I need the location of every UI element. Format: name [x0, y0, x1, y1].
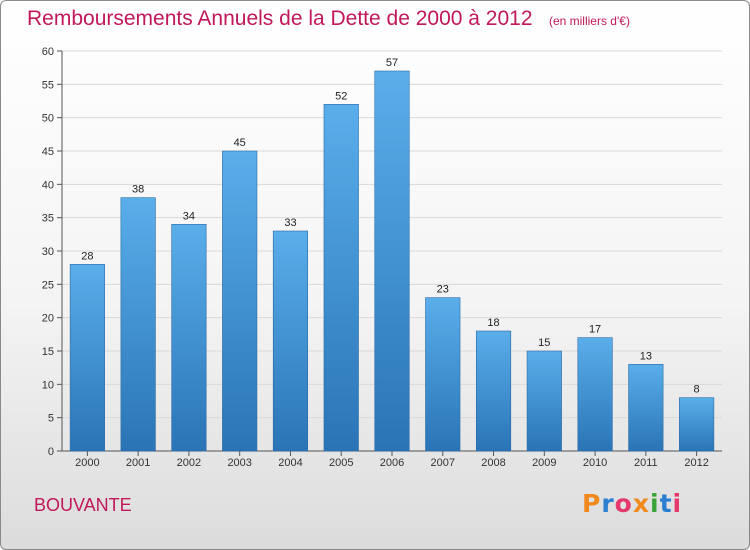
x-tick-label: 2010 — [583, 457, 607, 469]
y-tick-label: 35 — [42, 213, 54, 225]
chart-title: Remboursements Annuels de la Dette de 20… — [27, 7, 630, 31]
data-label: 17 — [589, 324, 601, 336]
data-label: 45 — [234, 137, 246, 149]
bar — [222, 150, 258, 452]
logo-letter: t — [659, 489, 673, 518]
logo-letter: P — [582, 489, 602, 518]
logo-letter: i — [650, 489, 660, 518]
bar — [425, 297, 461, 452]
y-tick-label: 20 — [42, 313, 54, 325]
logo-letter: i — [672, 489, 683, 518]
data-label: 57 — [386, 57, 398, 69]
bar — [526, 350, 562, 452]
bar — [272, 230, 309, 452]
logo-letter: r — [601, 489, 615, 518]
data-label: 8 — [694, 384, 700, 396]
y-tick-label: 60 — [42, 46, 54, 58]
x-tick-label: 2005 — [329, 457, 353, 469]
bar — [120, 197, 156, 452]
x-tick-label: 2006 — [380, 457, 404, 469]
logo-letter: o — [614, 489, 633, 518]
x-tick-label: 2007 — [431, 457, 455, 469]
y-tick-label: 45 — [42, 146, 54, 158]
bar — [475, 330, 512, 452]
x-tick-label: 2012 — [684, 457, 708, 469]
y-tick-label: 40 — [42, 179, 54, 191]
y-tick-label: 0 — [48, 446, 54, 458]
y-tick-label: 5 — [48, 413, 54, 425]
x-tick-label: 2008 — [481, 457, 505, 469]
bar — [69, 264, 105, 452]
x-tick-label: 2000 — [75, 457, 99, 469]
bar — [628, 364, 664, 452]
x-tick-label: 2003 — [227, 457, 251, 469]
x-tick-label: 2009 — [532, 457, 556, 469]
data-label: 34 — [183, 210, 195, 222]
y-tick-label: 15 — [42, 346, 54, 358]
bar — [679, 397, 715, 452]
data-label: 38 — [132, 184, 144, 196]
data-label: 23 — [437, 284, 449, 296]
title-text: Remboursements Annuels de la Dette de 20… — [27, 7, 533, 30]
y-tick-label: 55 — [42, 79, 54, 91]
bar — [577, 337, 613, 452]
x-tick-label: 2004 — [278, 457, 302, 469]
y-tick-label: 25 — [42, 279, 54, 291]
y-tick-label: 10 — [42, 379, 54, 391]
bar — [323, 104, 359, 452]
x-tick-label: 2002 — [177, 457, 201, 469]
data-label: 15 — [538, 337, 550, 349]
data-label: 13 — [640, 350, 652, 362]
bars: 28 38 34 45 33 52 57 23 18 15 17 13 8 — [69, 57, 715, 452]
y-tick-label: 50 — [42, 113, 54, 125]
proxiti-logo: Proxiti — [582, 489, 682, 518]
data-label: 33 — [284, 217, 296, 229]
place-name: BOUVANTE — [34, 495, 132, 515]
data-label: 18 — [487, 317, 499, 329]
x-tick-label: 2011 — [634, 457, 658, 469]
y-tick-label: 30 — [42, 246, 54, 258]
axes: 0 5 10 15 20 25 30 35 40 45 50 55 60 2000 2001 2002 2003… — [42, 46, 722, 469]
x-tick-label: 2001 — [126, 457, 150, 469]
unit-note: (en milliers d'€) — [548, 14, 630, 28]
bar — [374, 70, 410, 452]
data-label: 52 — [335, 90, 347, 102]
data-label: 28 — [81, 250, 93, 262]
bar — [171, 224, 207, 452]
logo-letter: x — [632, 489, 650, 518]
